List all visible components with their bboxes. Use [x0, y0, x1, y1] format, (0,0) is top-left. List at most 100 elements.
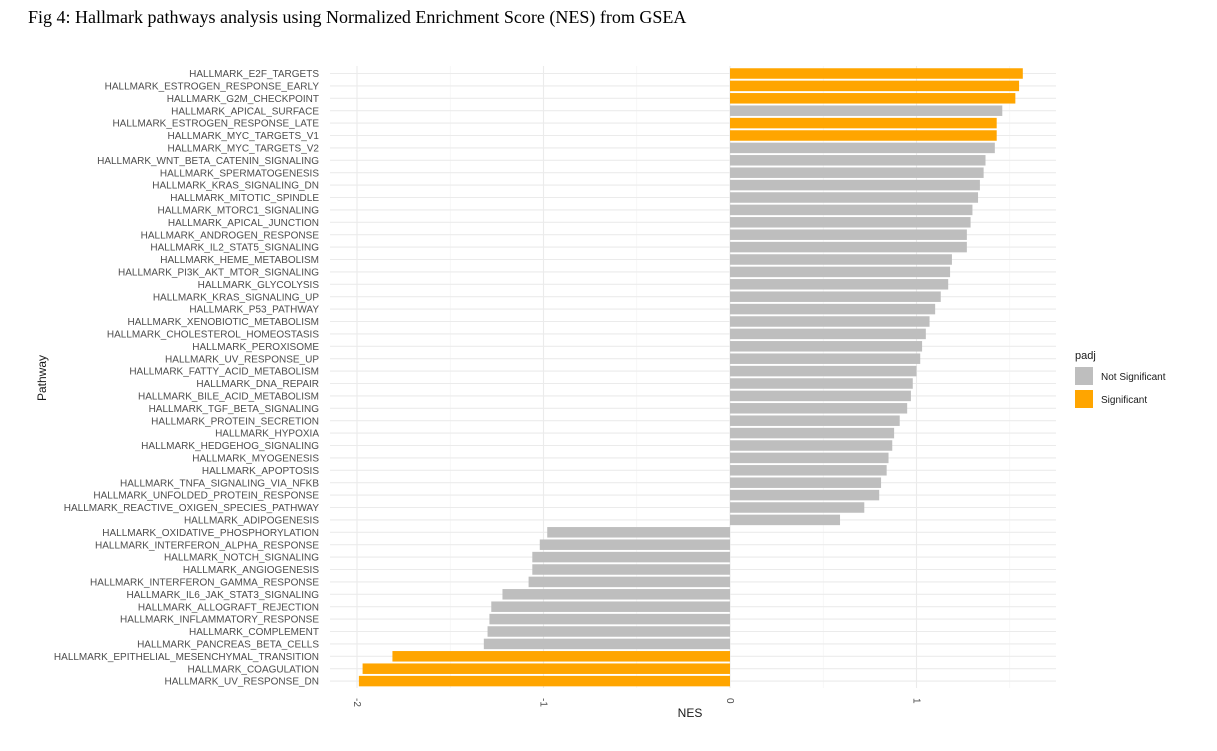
y-tick-label: HALLMARK_INTERFERON_GAMMA_RESPONSE — [90, 578, 319, 589]
y-tick-label: HALLMARK_HEDGEHOG_SIGNALING — [141, 441, 319, 452]
bar-hallmark-protein-secretion — [730, 415, 900, 426]
y-tick-label: HALLMARK_GLYCOLYSIS — [198, 280, 320, 291]
bar-hallmark-complement — [487, 626, 730, 637]
y-tick-label: HALLMARK_MYC_TARGETS_V1 — [167, 131, 319, 142]
bar-hallmark-tgf-beta-signaling — [730, 403, 908, 414]
y-tick-label: HALLMARK_UV_RESPONSE_UP — [165, 354, 319, 365]
bar-hallmark-epithelial-mesenchymal-transition — [392, 651, 730, 662]
bar-hallmark-interferon-gamma-response — [528, 576, 730, 588]
y-tick-label: HALLMARK_OXIDATIVE_PHOSPHORYLATION — [102, 528, 319, 539]
bar-hallmark-apical-junction — [730, 217, 971, 228]
y-tick-label: HALLMARK_INFLAMMATORY_RESPONSE — [120, 615, 319, 626]
bar-hallmark-inflammatory-response — [489, 613, 730, 625]
bar-hallmark-hedgehog-signaling — [730, 440, 893, 451]
y-tick-label: HALLMARK_ESTROGEN_RESPONSE_LATE — [112, 119, 319, 130]
bar-hallmark-e2f-targets — [730, 68, 1023, 79]
y-tick-label: HALLMARK_INTERFERON_ALPHA_RESPONSE — [95, 540, 319, 551]
bar-hallmark-glycolysis — [730, 279, 949, 290]
bar-hallmark-myogenesis — [730, 452, 889, 464]
y-tick-label: HALLMARK_IL2_STAT5_SIGNALING — [150, 243, 319, 254]
bar-hallmark-coagulation — [362, 663, 730, 674]
y-tick-label: HALLMARK_BILE_ACID_METABOLISM — [138, 392, 319, 403]
y-tick-label: HALLMARK_APOPTOSIS — [202, 466, 319, 477]
y-tick-label: HALLMARK_NOTCH_SIGNALING — [164, 553, 319, 564]
y-tick-label: HALLMARK_COMPLEMENT — [189, 627, 319, 638]
y-tick-label: HALLMARK_APICAL_SURFACE — [171, 106, 319, 117]
bar-hallmark-myc-targets-v1 — [730, 130, 997, 141]
figure-caption: Fig 4: Hallmark pathways analysis using … — [28, 7, 687, 27]
y-tick-label: HALLMARK_MTORC1_SIGNALING — [157, 206, 319, 217]
y-tick-labels: HALLMARK_E2F_TARGETS HALLMARK_ESTROGEN_RE… — [54, 69, 320, 688]
y-tick-label: HALLMARK_SPERMATOGENESIS — [160, 168, 319, 179]
y-tick-label: HALLMARK_HYPOXIA — [215, 429, 319, 440]
y-tick-label: HALLMARK_UV_RESPONSE_DN — [165, 677, 320, 688]
bar-hallmark-heme-metabolism — [730, 254, 952, 265]
bar-hallmark-il6-jak-stat3-signaling — [502, 589, 730, 600]
x-tick-label: 1 — [911, 698, 922, 704]
y-tick-label: HALLMARK_ALLOGRAFT_REJECTION — [138, 602, 319, 613]
bar-hallmark-apical-surface — [730, 105, 1003, 116]
y-tick-label: HALLMARK_PROTEIN_SECRETION — [151, 416, 319, 427]
y-tick-label: HALLMARK_ADIPOGENESIS — [184, 516, 319, 527]
bar-hallmark-myc-targets-v2 — [730, 142, 995, 154]
bar-hallmark-hypoxia — [730, 427, 895, 439]
legend-label: Not Significant — [1101, 372, 1166, 383]
legend: padj Not Significant Significant — [1075, 350, 1166, 408]
y-tick-label: HALLMARK_FATTY_ACID_METABOLISM — [129, 367, 319, 378]
y-tick-label: HALLMARK_IL6_JAK_STAT3_SIGNALING — [127, 590, 320, 601]
y-tick-label: HALLMARK_E2F_TARGETS — [189, 69, 319, 80]
y-tick-label: HALLMARK_COAGULATION — [187, 664, 319, 675]
bar-hallmark-p53-pathway — [730, 303, 936, 315]
bar-hallmark-fatty-acid-metabolism — [730, 365, 917, 377]
bar-hallmark-dna-repair — [730, 378, 913, 389]
y-tick-label: HALLMARK_KRAS_SIGNALING_DN — [152, 181, 319, 192]
y-tick-label: HALLMARK_ESTROGEN_RESPONSE_EARLY — [105, 82, 320, 93]
y-tick-label: HALLMARK_ANDROGEN_RESPONSE — [141, 230, 320, 241]
x-tick-label: 0 — [724, 698, 735, 704]
bar-hallmark-interferon-alpha-response — [539, 539, 730, 550]
bar-hallmark-pancreas-beta-cells — [483, 638, 730, 650]
bar-hallmark-cholesterol-homeostasis — [730, 328, 926, 340]
x-axis-title: NES — [678, 706, 703, 720]
bar-hallmark-reactive-oxigen-species-pathway — [730, 502, 865, 513]
y-tick-label: HALLMARK_UNFOLDED_PROTEIN_RESPONSE — [93, 491, 319, 502]
y-tick-label: HALLMARK_TNFA_SIGNALING_VIA_NFKB — [120, 478, 319, 489]
bar-hallmark-angiogenesis — [532, 564, 730, 575]
bar-hallmark-pi3k-akt-mtor-signaling — [730, 266, 951, 278]
y-tick-label: HALLMARK_MYC_TARGETS_V2 — [167, 144, 319, 155]
bar-hallmark-spermatogenesis — [730, 167, 984, 178]
x-tick-labels: -2 -1 0 1 — [351, 698, 922, 707]
bar-hallmark-estrogen-response-early — [730, 80, 1020, 92]
bar-hallmark-allograft-rejection — [491, 601, 730, 612]
bar-hallmark-unfolded-protein-response — [730, 489, 880, 501]
bar-hallmark-notch-signaling — [532, 551, 730, 563]
bar-hallmark-kras-signaling-dn — [730, 179, 980, 191]
y-tick-label: HALLMARK_CHOLESTEROL_HOMEOSTASIS — [107, 330, 319, 341]
x-tick-label: -1 — [538, 698, 549, 707]
bars — [358, 68, 1023, 687]
bar-hallmark-oxidative-phosphorylation — [547, 527, 730, 538]
y-tick-label: HALLMARK_PEROXISOME — [192, 342, 319, 353]
bar-hallmark-uv-response-dn — [358, 675, 730, 687]
y-tick-label: HALLMARK_HEME_METABOLISM — [160, 255, 319, 266]
y-tick-label: HALLMARK_REACTIVE_OXIGEN_SPECIES_PATHWAY — [64, 503, 320, 514]
y-tick-label: HALLMARK_XENOBIOTIC_METABOLISM — [127, 317, 319, 328]
y-tick-label: HALLMARK_APICAL_JUNCTION — [168, 218, 319, 229]
bar-hallmark-peroxisome — [730, 341, 923, 352]
bar-hallmark-tnfa-signaling-via-nfkb — [730, 477, 882, 488]
y-tick-label: HALLMARK_KRAS_SIGNALING_UP — [153, 292, 320, 303]
bar-hallmark-uv-response-up — [730, 353, 921, 364]
bar-hallmark-adipogenesis — [730, 514, 841, 526]
bar-hallmark-wnt-beta-catenin-signaling — [730, 155, 986, 166]
y-tick-label: HALLMARK_EPITHELIAL_MESENCHYMAL_TRANSITI… — [54, 652, 319, 663]
legend-title: padj — [1075, 350, 1096, 362]
bar-hallmark-mitotic-spindle — [730, 192, 979, 203]
bar-hallmark-il2-stat5-signaling — [730, 241, 967, 253]
y-tick-label: HALLMARK_WNT_BETA_CATENIN_SIGNALING — [97, 156, 319, 167]
legend-key-significant — [1075, 390, 1093, 408]
y-tick-label: HALLMARK_MITOTIC_SPINDLE — [170, 193, 319, 204]
y-tick-label: HALLMARK_MYOGENESIS — [192, 454, 319, 465]
bar-hallmark-mtorc1-signaling — [730, 204, 973, 216]
y-tick-label: HALLMARK_PI3K_AKT_MTOR_SIGNALING — [118, 268, 319, 279]
